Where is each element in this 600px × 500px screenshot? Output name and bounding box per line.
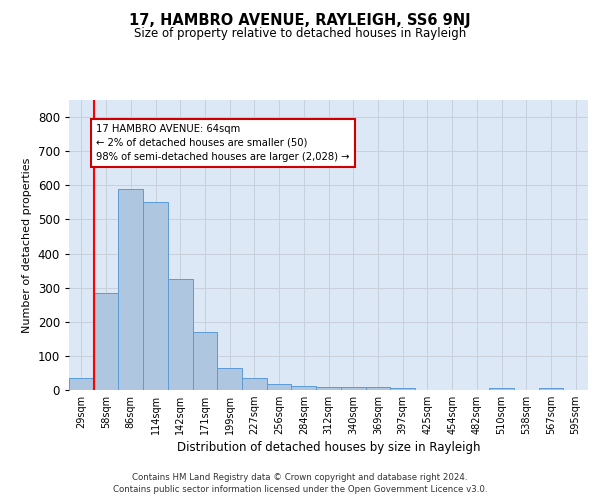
Bar: [143, 202, 168, 390]
Bar: [94, 293, 118, 390]
Bar: [489, 388, 514, 390]
Bar: [217, 368, 242, 390]
X-axis label: Distribution of detached houses by size in Rayleigh: Distribution of detached houses by size …: [177, 442, 480, 454]
Bar: [316, 386, 341, 390]
Bar: [242, 378, 267, 390]
Text: 17 HAMBRO AVENUE: 64sqm
← 2% of detached houses are smaller (50)
98% of semi-det: 17 HAMBRO AVENUE: 64sqm ← 2% of detached…: [96, 124, 350, 162]
Text: 17, HAMBRO AVENUE, RAYLEIGH, SS6 9NJ: 17, HAMBRO AVENUE, RAYLEIGH, SS6 9NJ: [129, 12, 471, 28]
Bar: [168, 279, 193, 390]
Text: Size of property relative to detached houses in Rayleigh: Size of property relative to detached ho…: [134, 28, 466, 40]
Text: Contains HM Land Registry data © Crown copyright and database right 2024.
Contai: Contains HM Land Registry data © Crown c…: [113, 472, 487, 494]
Bar: [539, 388, 563, 390]
Bar: [69, 378, 94, 390]
Bar: [292, 386, 316, 390]
Bar: [267, 384, 292, 390]
Y-axis label: Number of detached properties: Number of detached properties: [22, 158, 32, 332]
Bar: [365, 388, 390, 390]
Bar: [118, 188, 143, 390]
Bar: [390, 388, 415, 390]
Bar: [193, 332, 217, 390]
Bar: [341, 388, 365, 390]
